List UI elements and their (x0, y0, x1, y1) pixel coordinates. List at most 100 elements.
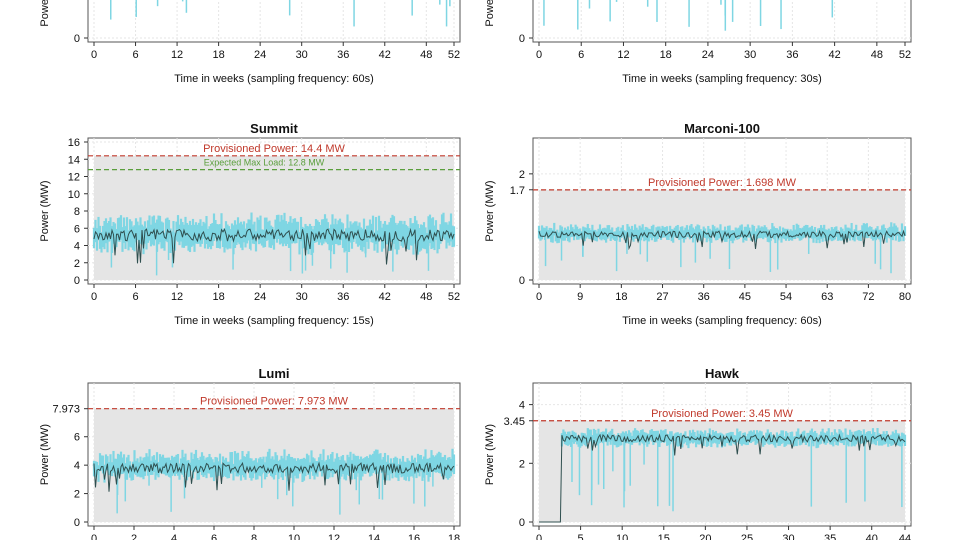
y-tick-label: 3.45 (504, 416, 525, 428)
y-tick-label: 14 (68, 154, 80, 166)
y-tick-label: 4 (519, 400, 525, 412)
x-axis-title: Time in weeks (sampling frequency: 15s) (174, 315, 374, 327)
y-axis-title: Power (MW) (484, 0, 496, 27)
x-tick-label: 6 (132, 291, 138, 303)
x-tick-label: 24 (254, 291, 266, 303)
y-tick-label: 0 (519, 33, 525, 45)
x-tick-label: 20 (699, 533, 711, 540)
x-tick-label: 0 (91, 291, 97, 303)
chart-panel-3: Provisioned Power: 14.4 MW Expected Max L… (39, 121, 461, 327)
y-tick-label: 0 (74, 275, 80, 287)
x-tick-label: 30 (782, 533, 794, 540)
x-tick-label: 48 (420, 291, 432, 303)
x-tick-label: 48 (871, 49, 883, 61)
x-tick-label: 0 (536, 533, 542, 540)
x-tick-label: 48 (420, 49, 432, 61)
x-tick-label: 18 (212, 291, 224, 303)
x-tick-label: 8 (251, 533, 257, 540)
chart-panel-1: 06121824303642485202Time in weeks (sampl… (39, 0, 461, 85)
x-tick-label: 18 (660, 49, 672, 61)
x-tick-label: 10 (288, 533, 300, 540)
x-tick-label: 0 (91, 49, 97, 61)
x-tick-label: 36 (786, 49, 798, 61)
y-tick-label: 4 (74, 241, 80, 253)
y-axis-title: Power (MW) (39, 424, 51, 485)
average-power-line (93, 227, 455, 265)
x-tick-label: 52 (899, 49, 911, 61)
x-axis-title: Time in weeks (sampling frequency: 60s) (622, 315, 822, 327)
y-tick-label: 2 (519, 458, 525, 470)
x-tick-label: 2 (131, 533, 137, 540)
y-tick-label: 12 (68, 172, 80, 184)
y-tick-label: 0 (519, 275, 525, 287)
chart-panel-4: Provisioned Power: 1.698 MW 0 9 18 27 36 45 54 6… (484, 121, 912, 327)
x-tick-label: 4 (171, 533, 177, 540)
plot-area (532, 0, 912, 43)
x-tick-label: 72 (862, 291, 874, 303)
x-tick-label: 10 (616, 533, 628, 540)
x-tick-label: 16 (408, 533, 420, 540)
x-tick-label: 36 (337, 291, 349, 303)
average-power-line (93, 461, 455, 492)
x-tick-label: 15 (658, 533, 670, 540)
chart-title: Marconi-100 (684, 121, 760, 136)
reference-line-label: Expected Max Load: 12.8 MW (204, 158, 325, 168)
y-tick-label: 6 (74, 432, 80, 444)
x-tick-label: 6 (132, 49, 138, 61)
x-axis-title: Time in weeks (sampling frequency: 60s) (174, 73, 374, 85)
chart-title: Hawk (705, 366, 740, 381)
x-tick-label: 80 (899, 291, 911, 303)
x-tick-label: 30 (296, 49, 308, 61)
x-tick-label: 40 (866, 533, 878, 540)
x-tick-label: 6 (578, 49, 584, 61)
y-tick-label: 0 (74, 517, 80, 529)
y-tick-label: 0 (519, 517, 525, 529)
x-tick-label: 9 (577, 291, 583, 303)
average-power-line (538, 229, 906, 251)
reference-line-label: Provisioned Power: 7.973 MW (200, 396, 349, 408)
y-axis-title: Power (MW) (484, 424, 496, 485)
x-tick-label: 36 (337, 49, 349, 61)
y-tick-label: 2 (519, 169, 525, 181)
x-tick-label: 30 (744, 49, 756, 61)
chart-title: Lumi (258, 366, 289, 381)
x-tick-label: 12 (171, 49, 183, 61)
plot-area (87, 0, 461, 43)
x-tick-label: 12 (328, 533, 340, 540)
x-tick-label: 6 (211, 533, 217, 540)
reference-line-label: Provisioned Power: 1.698 MW (648, 177, 797, 189)
y-tick-label: 10 (68, 189, 80, 201)
x-tick-label: 12 (171, 291, 183, 303)
x-tick-label: 44 (899, 533, 911, 540)
y-tick-label: 8 (74, 206, 80, 218)
x-tick-label: 25 (741, 533, 753, 540)
chart-panel-5: Provisioned Power: 7.973 MW 0 2 4 6 8 10 12 14 16… (39, 366, 461, 540)
x-tick-label: 27 (656, 291, 668, 303)
x-tick-label: 12 (617, 49, 629, 61)
y-tick-label: 2 (74, 489, 80, 501)
x-tick-label: 0 (536, 49, 542, 61)
x-tick-label: 0 (536, 291, 542, 303)
y-tick-label: 0 (74, 33, 80, 45)
x-tick-label: 5 (578, 533, 584, 540)
y-tick-label: 1.7 (510, 185, 525, 197)
x-tick-label: 24 (254, 49, 266, 61)
x-tick-label: 42 (379, 291, 391, 303)
x-tick-label: 63 (821, 291, 833, 303)
y-tick-label: 2 (74, 258, 80, 270)
y-tick-label: 4 (74, 460, 80, 472)
x-tick-label: 18 (448, 533, 460, 540)
x-tick-label: 14 (368, 533, 380, 540)
capacity-shade (94, 155, 454, 280)
x-tick-label: 35 (824, 533, 836, 540)
chart-title: Summit (250, 121, 298, 136)
x-tick-label: 42 (379, 49, 391, 61)
x-tick-label: 18 (615, 291, 627, 303)
y-axis-title: Power (MW) (484, 180, 496, 241)
x-axis-title: Time in weeks (sampling frequency: 30s) (622, 73, 822, 85)
x-tick-label: 36 (698, 291, 710, 303)
y-tick-label: 7.973 (52, 404, 80, 416)
chart-panel-2: 06121824303642485202Time in weeks (sampl… (484, 0, 912, 85)
y-tick-label: 6 (74, 223, 80, 235)
reference-line-label: Provisioned Power: 14.4 MW (203, 143, 345, 155)
